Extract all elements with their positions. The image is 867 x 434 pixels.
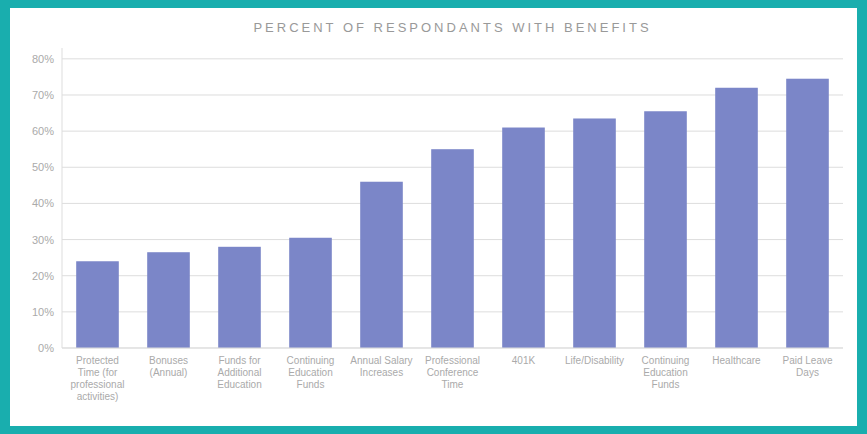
x-tick-label-line: Funds for: [218, 355, 261, 366]
x-tick-label: ProfessionalConferenceTime: [425, 355, 480, 390]
bar: [573, 118, 616, 348]
panel: [10, 8, 857, 426]
x-tick-label: Healthcare: [712, 355, 761, 366]
x-tick-label: Funds forAdditionalEducation: [217, 355, 261, 390]
bar: [786, 79, 829, 348]
y-tick-label: 60%: [32, 125, 54, 137]
background: [0, 0, 867, 434]
y-tick-label: 30%: [32, 234, 54, 246]
y-axis-line: [62, 48, 63, 348]
x-tick-label-line: Education: [217, 379, 261, 390]
x-tick-label-line: Time: [442, 379, 464, 390]
chart: PERCENT OF RESPONDANTS WITH BENEFITS 0% 10…: [0, 0, 867, 434]
x-tick-label: 401K: [512, 355, 536, 366]
x-axis-line: [62, 348, 843, 349]
x-tick-label: ContinuingEducationFunds: [287, 355, 335, 390]
x-tick-label-line: Time (for: [78, 367, 118, 378]
x-tick-label-line: Funds: [652, 379, 680, 390]
bar: [218, 247, 261, 348]
bar: [289, 238, 332, 348]
x-tick-label-line: Conference: [427, 367, 479, 378]
x-tick-label-line: (Annual): [150, 367, 188, 378]
bar: [502, 128, 545, 348]
x-tick-label-line: Education: [288, 367, 332, 378]
x-tick-label-line: 401K: [512, 355, 536, 366]
x-tick-label-line: Additional: [218, 367, 262, 378]
y-tick-label: 70%: [32, 89, 54, 101]
x-tick-label-line: Annual Salary: [350, 355, 412, 366]
x-tick-label: Paid LeaveDays: [782, 355, 832, 378]
x-tick-label: ProtectedTime (forprofessionalactivities…: [71, 355, 125, 402]
y-tick-label: 80%: [32, 53, 54, 65]
x-tick-label-line: Funds: [297, 379, 325, 390]
y-tick-label: 20%: [32, 270, 54, 282]
y-tick-label: 40%: [32, 197, 54, 209]
x-tick-label-line: Continuing: [287, 355, 335, 366]
grid-line: [62, 348, 843, 349]
x-tick-label-line: Continuing: [642, 355, 690, 366]
x-tick-label-line: activities): [77, 391, 119, 402]
x-tick-label: ContinuingEducationFunds: [642, 355, 690, 390]
y-tick-label: 0%: [38, 342, 54, 354]
y-tick-label: 10%: [32, 306, 54, 318]
bar: [715, 88, 758, 348]
x-tick-label-line: Healthcare: [712, 355, 761, 366]
x-tick-label-line: professional: [71, 379, 125, 390]
x-tick-label: Bonuses(Annual): [149, 355, 188, 378]
x-tick-label: Life/Disability: [565, 355, 624, 366]
x-tick-label-line: Increases: [360, 367, 403, 378]
bar: [360, 182, 403, 348]
bar: [431, 149, 474, 348]
grid: [62, 59, 843, 348]
y-tick-label: 50%: [32, 161, 54, 173]
x-tick-label-line: Professional: [425, 355, 480, 366]
x-tick-label-line: Days: [796, 367, 819, 378]
bars: [76, 79, 829, 348]
title: PERCENT OF RESPONDANTS WITH BENEFITS: [253, 20, 651, 35]
grid-line: [62, 58, 843, 59]
x-tick-label: Annual SalaryIncreases: [350, 355, 412, 378]
bar: [644, 111, 687, 348]
x-tick-label-line: Education: [643, 367, 687, 378]
bar: [147, 252, 190, 348]
x-tick-label-line: Paid Leave: [782, 355, 832, 366]
x-tick-label-line: Bonuses: [149, 355, 188, 366]
bar: [76, 261, 119, 348]
x-tick-label-line: Life/Disability: [565, 355, 624, 366]
x-tick-label-line: Protected: [76, 355, 119, 366]
